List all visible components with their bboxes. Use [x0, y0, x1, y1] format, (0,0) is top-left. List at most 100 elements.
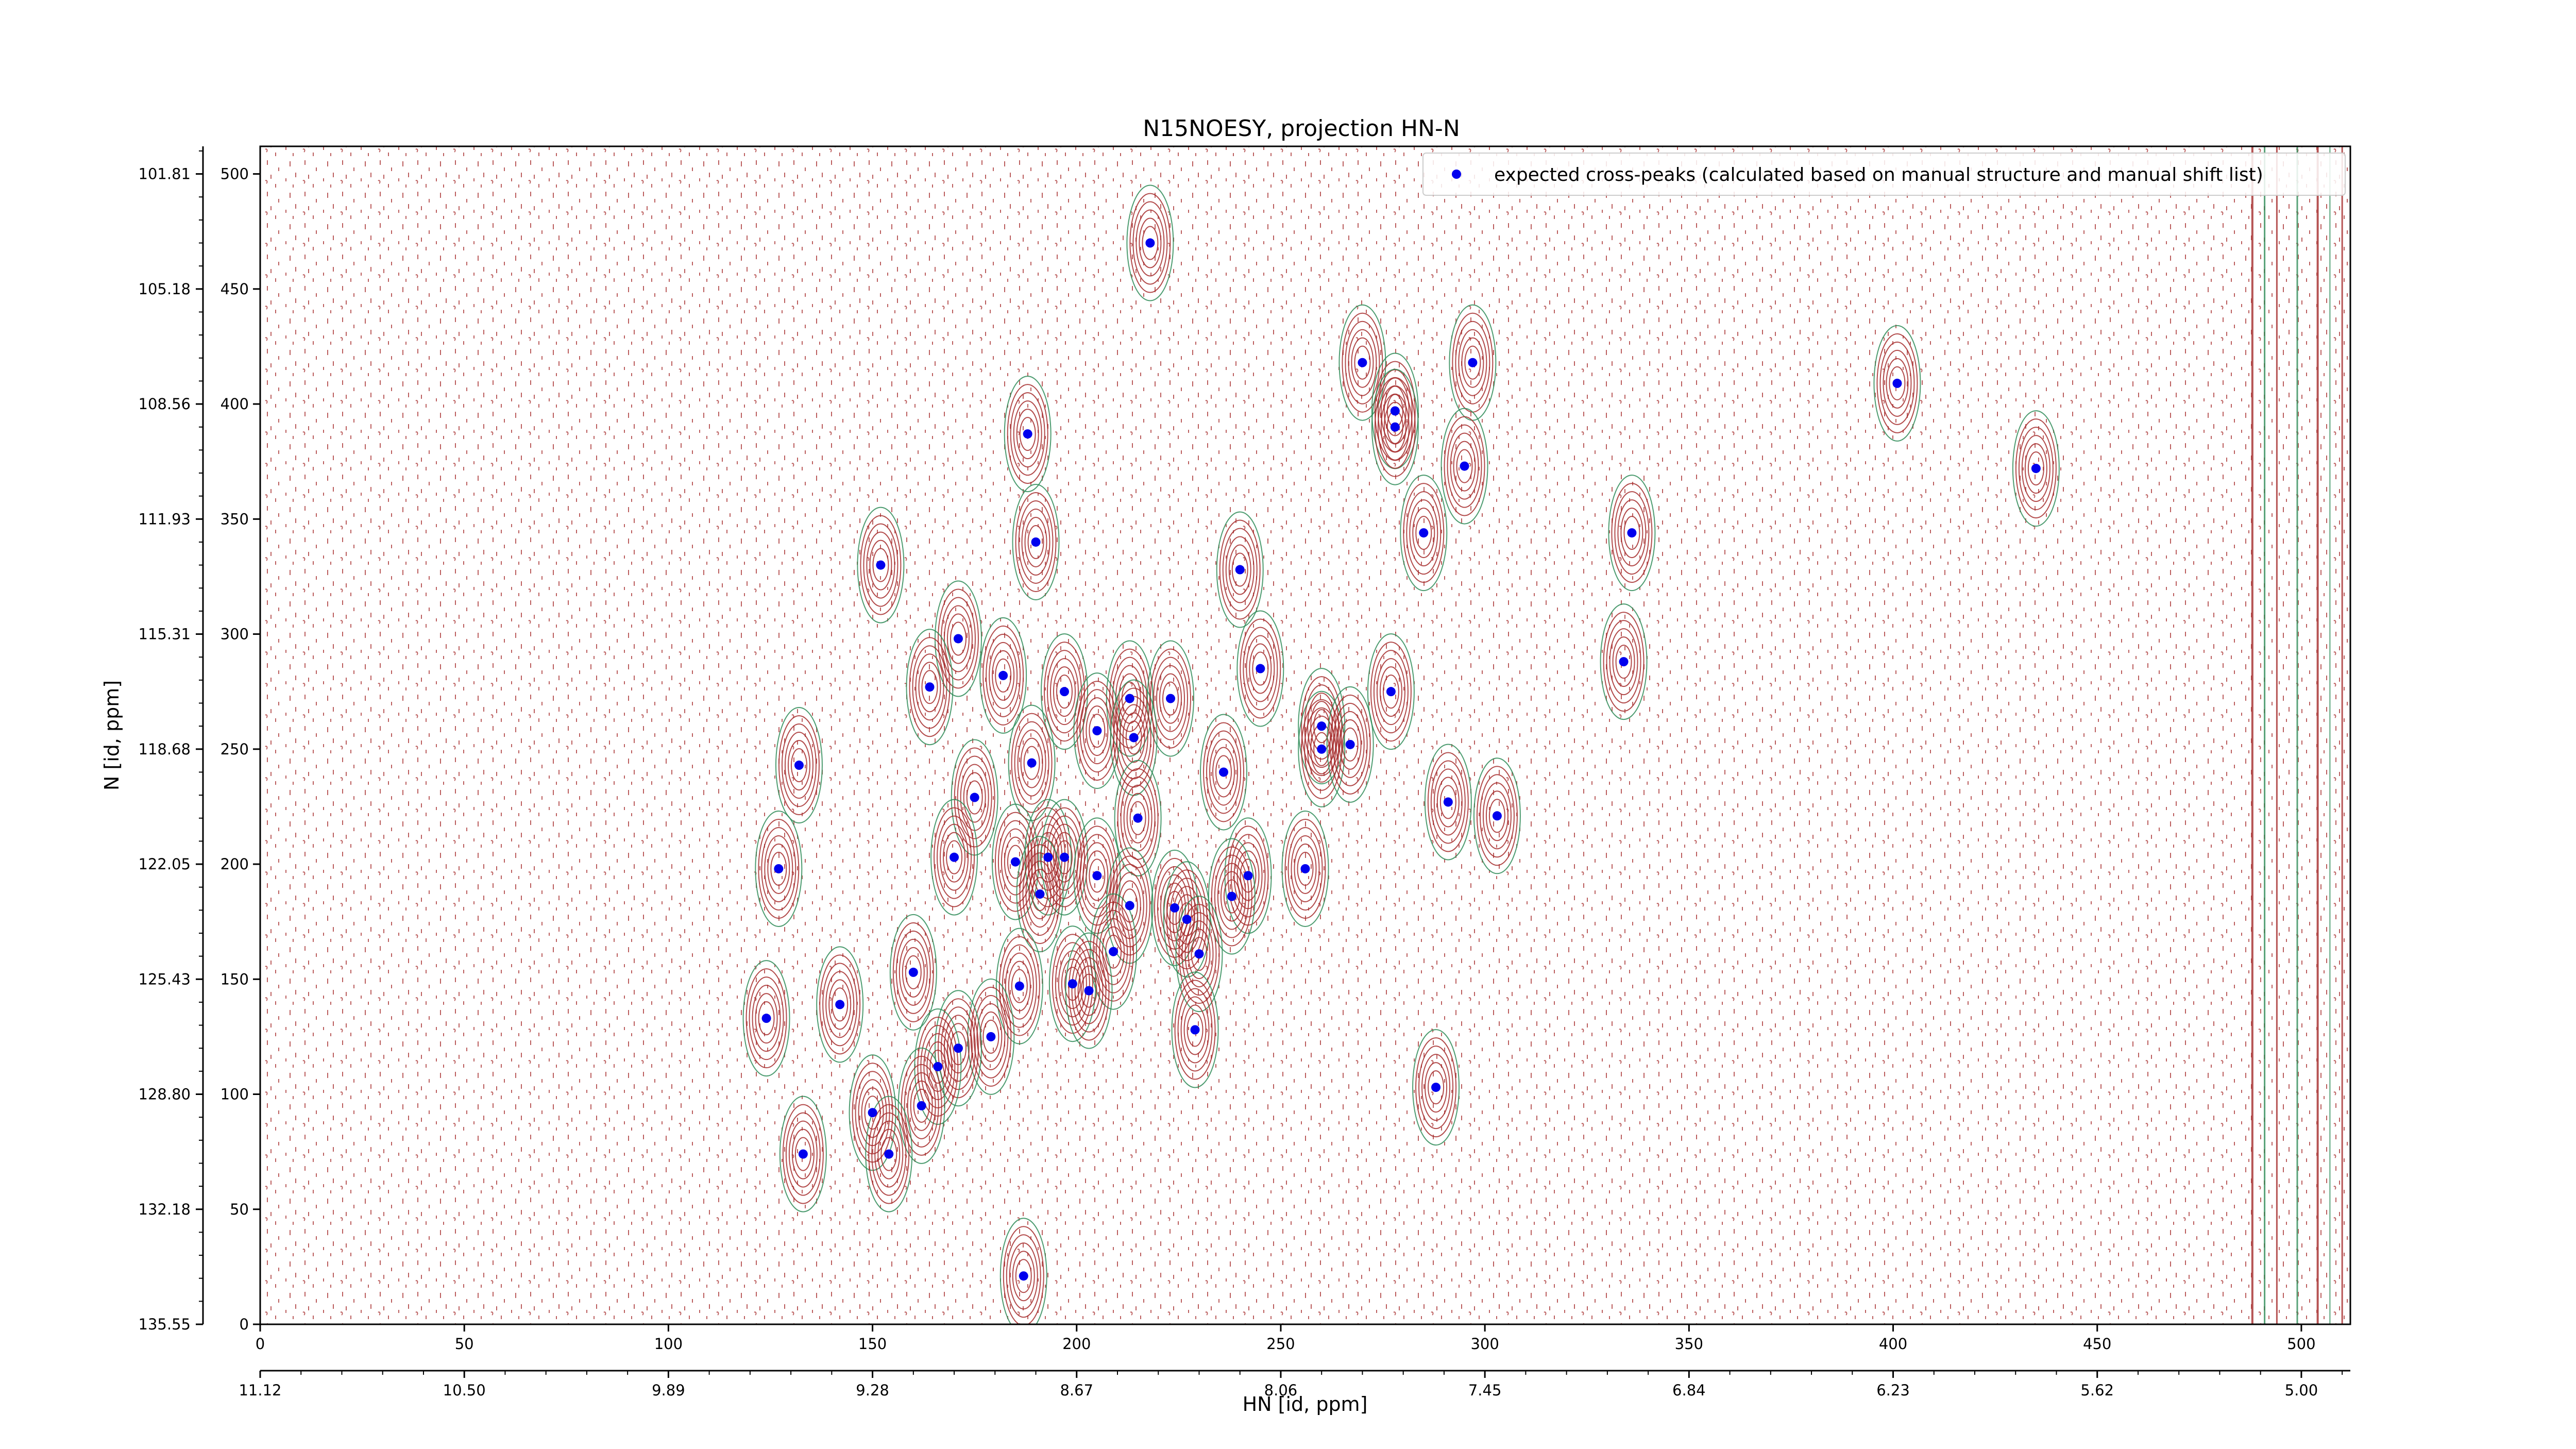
- x-tick-label-ppm: 11.12: [239, 1381, 281, 1399]
- x-axis-ppm: 11.12 10.50 9.89 9.28 8.67 8.06 7.45 6.84 6.23 5.…: [239, 1371, 2343, 1399]
- x-tick-label-ppm: 9.89: [652, 1381, 685, 1399]
- x-tick-label-index: 300: [1470, 1335, 1499, 1353]
- cross-peak-marker: [953, 1043, 963, 1053]
- cross-peak-marker: [950, 852, 959, 862]
- cross-peak-marker: [774, 864, 784, 873]
- cross-peak-marker: [1627, 528, 1637, 538]
- x-tick-label-index: 150: [858, 1335, 887, 1353]
- cross-peak-marker: [1031, 537, 1041, 547]
- legend-marker: [1452, 170, 1461, 179]
- cross-peak-marker: [1460, 461, 1469, 471]
- cross-peak-marker: [986, 1032, 996, 1041]
- peak-contour: [816, 946, 864, 1063]
- peak-contour: [1073, 817, 1121, 934]
- x-tick-label-ppm: 9.28: [856, 1381, 889, 1399]
- peak-contour: [1171, 971, 1219, 1088]
- y-tick-label-index: 50: [230, 1201, 249, 1218]
- x-tick-label-ppm: 6.23: [1876, 1381, 1910, 1399]
- x-tick-label-index: 350: [1675, 1335, 1703, 1353]
- cross-peak-marker: [1067, 979, 1077, 989]
- cross-peak-marker: [1019, 1271, 1028, 1281]
- cross-peak-marker: [1443, 797, 1453, 807]
- cross-peak-marker: [1125, 901, 1134, 911]
- peak-contour: [1126, 184, 1174, 301]
- y-axis-title: N [id, ppm]: [100, 680, 123, 790]
- peak-contour: [1090, 893, 1138, 1010]
- cross-peak-marker: [1892, 378, 1902, 388]
- x-tick-label-ppm: 10.50: [443, 1381, 486, 1399]
- peak-contour: [1424, 744, 1472, 861]
- y-tick-label-ppm: 105.18: [139, 280, 191, 298]
- cross-peak-marker: [1419, 528, 1429, 538]
- cross-peak-marker: [1170, 903, 1179, 913]
- peak-contour: [1281, 810, 1329, 927]
- peak-contour: [906, 629, 954, 746]
- cross-peak-marker: [1390, 422, 1400, 432]
- cross-peak-marker: [917, 1101, 926, 1110]
- cross-peak-marker: [1219, 767, 1229, 777]
- peak-contour: [930, 799, 978, 916]
- cross-peak-marker: [1043, 852, 1053, 862]
- peak-contour: [1873, 325, 1921, 442]
- cross-peak-marker: [798, 1149, 808, 1159]
- cross-peak-marker: [925, 682, 935, 692]
- cross-peak-marker: [1092, 726, 1102, 736]
- cross-peak-marker: [835, 1000, 845, 1009]
- cross-peak-marker: [1190, 1025, 1200, 1035]
- cross-peak-marker: [1345, 739, 1355, 749]
- peak-contour: [779, 1096, 827, 1212]
- peak-contour: [1371, 368, 1419, 485]
- legend-label: expected cross-peaks (calculated based o…: [1494, 164, 2263, 186]
- cross-peak-marker: [868, 1108, 877, 1118]
- peak-contour: [1412, 1029, 1460, 1146]
- y-tick-label-index: 250: [221, 740, 249, 758]
- peak-contour: [1012, 483, 1060, 600]
- cross-peak-marker: [1059, 687, 1069, 697]
- x-tick-label-ppm: 8.67: [1060, 1381, 1093, 1399]
- y-tick-label-index: 0: [240, 1316, 249, 1333]
- cross-peak-marker: [876, 560, 886, 570]
- x-tick-label-index: 450: [2083, 1335, 2111, 1353]
- cross-peak-marker: [1431, 1083, 1441, 1092]
- y-tick-label-index: 200: [221, 855, 249, 873]
- peak-contour: [1163, 861, 1211, 978]
- cross-peak-marker: [884, 1149, 894, 1159]
- y-tick-label-index: 300: [221, 626, 249, 643]
- peak-contour: [775, 707, 823, 824]
- peak-contour: [1326, 686, 1374, 803]
- cross-peak-marker: [1227, 891, 1236, 901]
- peak-contour: [755, 810, 803, 927]
- vertical-artifact-stripes: [2251, 146, 2343, 1324]
- x-tick-label-ppm: 5.00: [2285, 1381, 2318, 1399]
- peak-contour: [1004, 376, 1052, 493]
- y-tick-label-ppm: 135.55: [139, 1316, 191, 1333]
- y-tick-label-ppm: 132.18: [139, 1201, 191, 1218]
- peak-contour: [1008, 704, 1056, 821]
- y-tick-label-ppm: 108.56: [139, 395, 191, 413]
- peak-contour: [1016, 836, 1064, 953]
- x-tick-label-ppm: 5.62: [2080, 1381, 2114, 1399]
- y-tick-label-index: 100: [221, 1086, 249, 1103]
- x-tick-label-ppm: 7.45: [1468, 1381, 1502, 1399]
- cross-peak-marker: [1109, 947, 1118, 956]
- cross-peak-marker: [1023, 429, 1032, 439]
- cross-peak-marker: [1027, 758, 1037, 768]
- cross-peak-marker: [1317, 744, 1327, 754]
- peak-contour: [1216, 511, 1264, 628]
- x-tick-label-index: 200: [1062, 1335, 1091, 1353]
- peak-contour: [951, 739, 998, 856]
- peak-contour: [1600, 603, 1648, 720]
- cross-peak-marker: [1317, 721, 1327, 731]
- peak-contour: [1473, 757, 1521, 874]
- cross-peak-marker: [1235, 565, 1245, 575]
- peak-contour: [1150, 849, 1198, 966]
- peak-contour: [865, 1096, 913, 1212]
- peak-contour: [857, 507, 905, 624]
- legend-frame: [1422, 153, 2346, 196]
- cross-peak-marker: [1166, 694, 1176, 703]
- y-tick-label-index: 150: [221, 970, 249, 988]
- peak-contour: [1400, 475, 1448, 592]
- x-axis-index: 0 50 100 150 200 250 300 350 400 450 500: [256, 1324, 2316, 1353]
- peak-contour: [979, 617, 1027, 734]
- y-tick-label-index: 400: [221, 395, 249, 413]
